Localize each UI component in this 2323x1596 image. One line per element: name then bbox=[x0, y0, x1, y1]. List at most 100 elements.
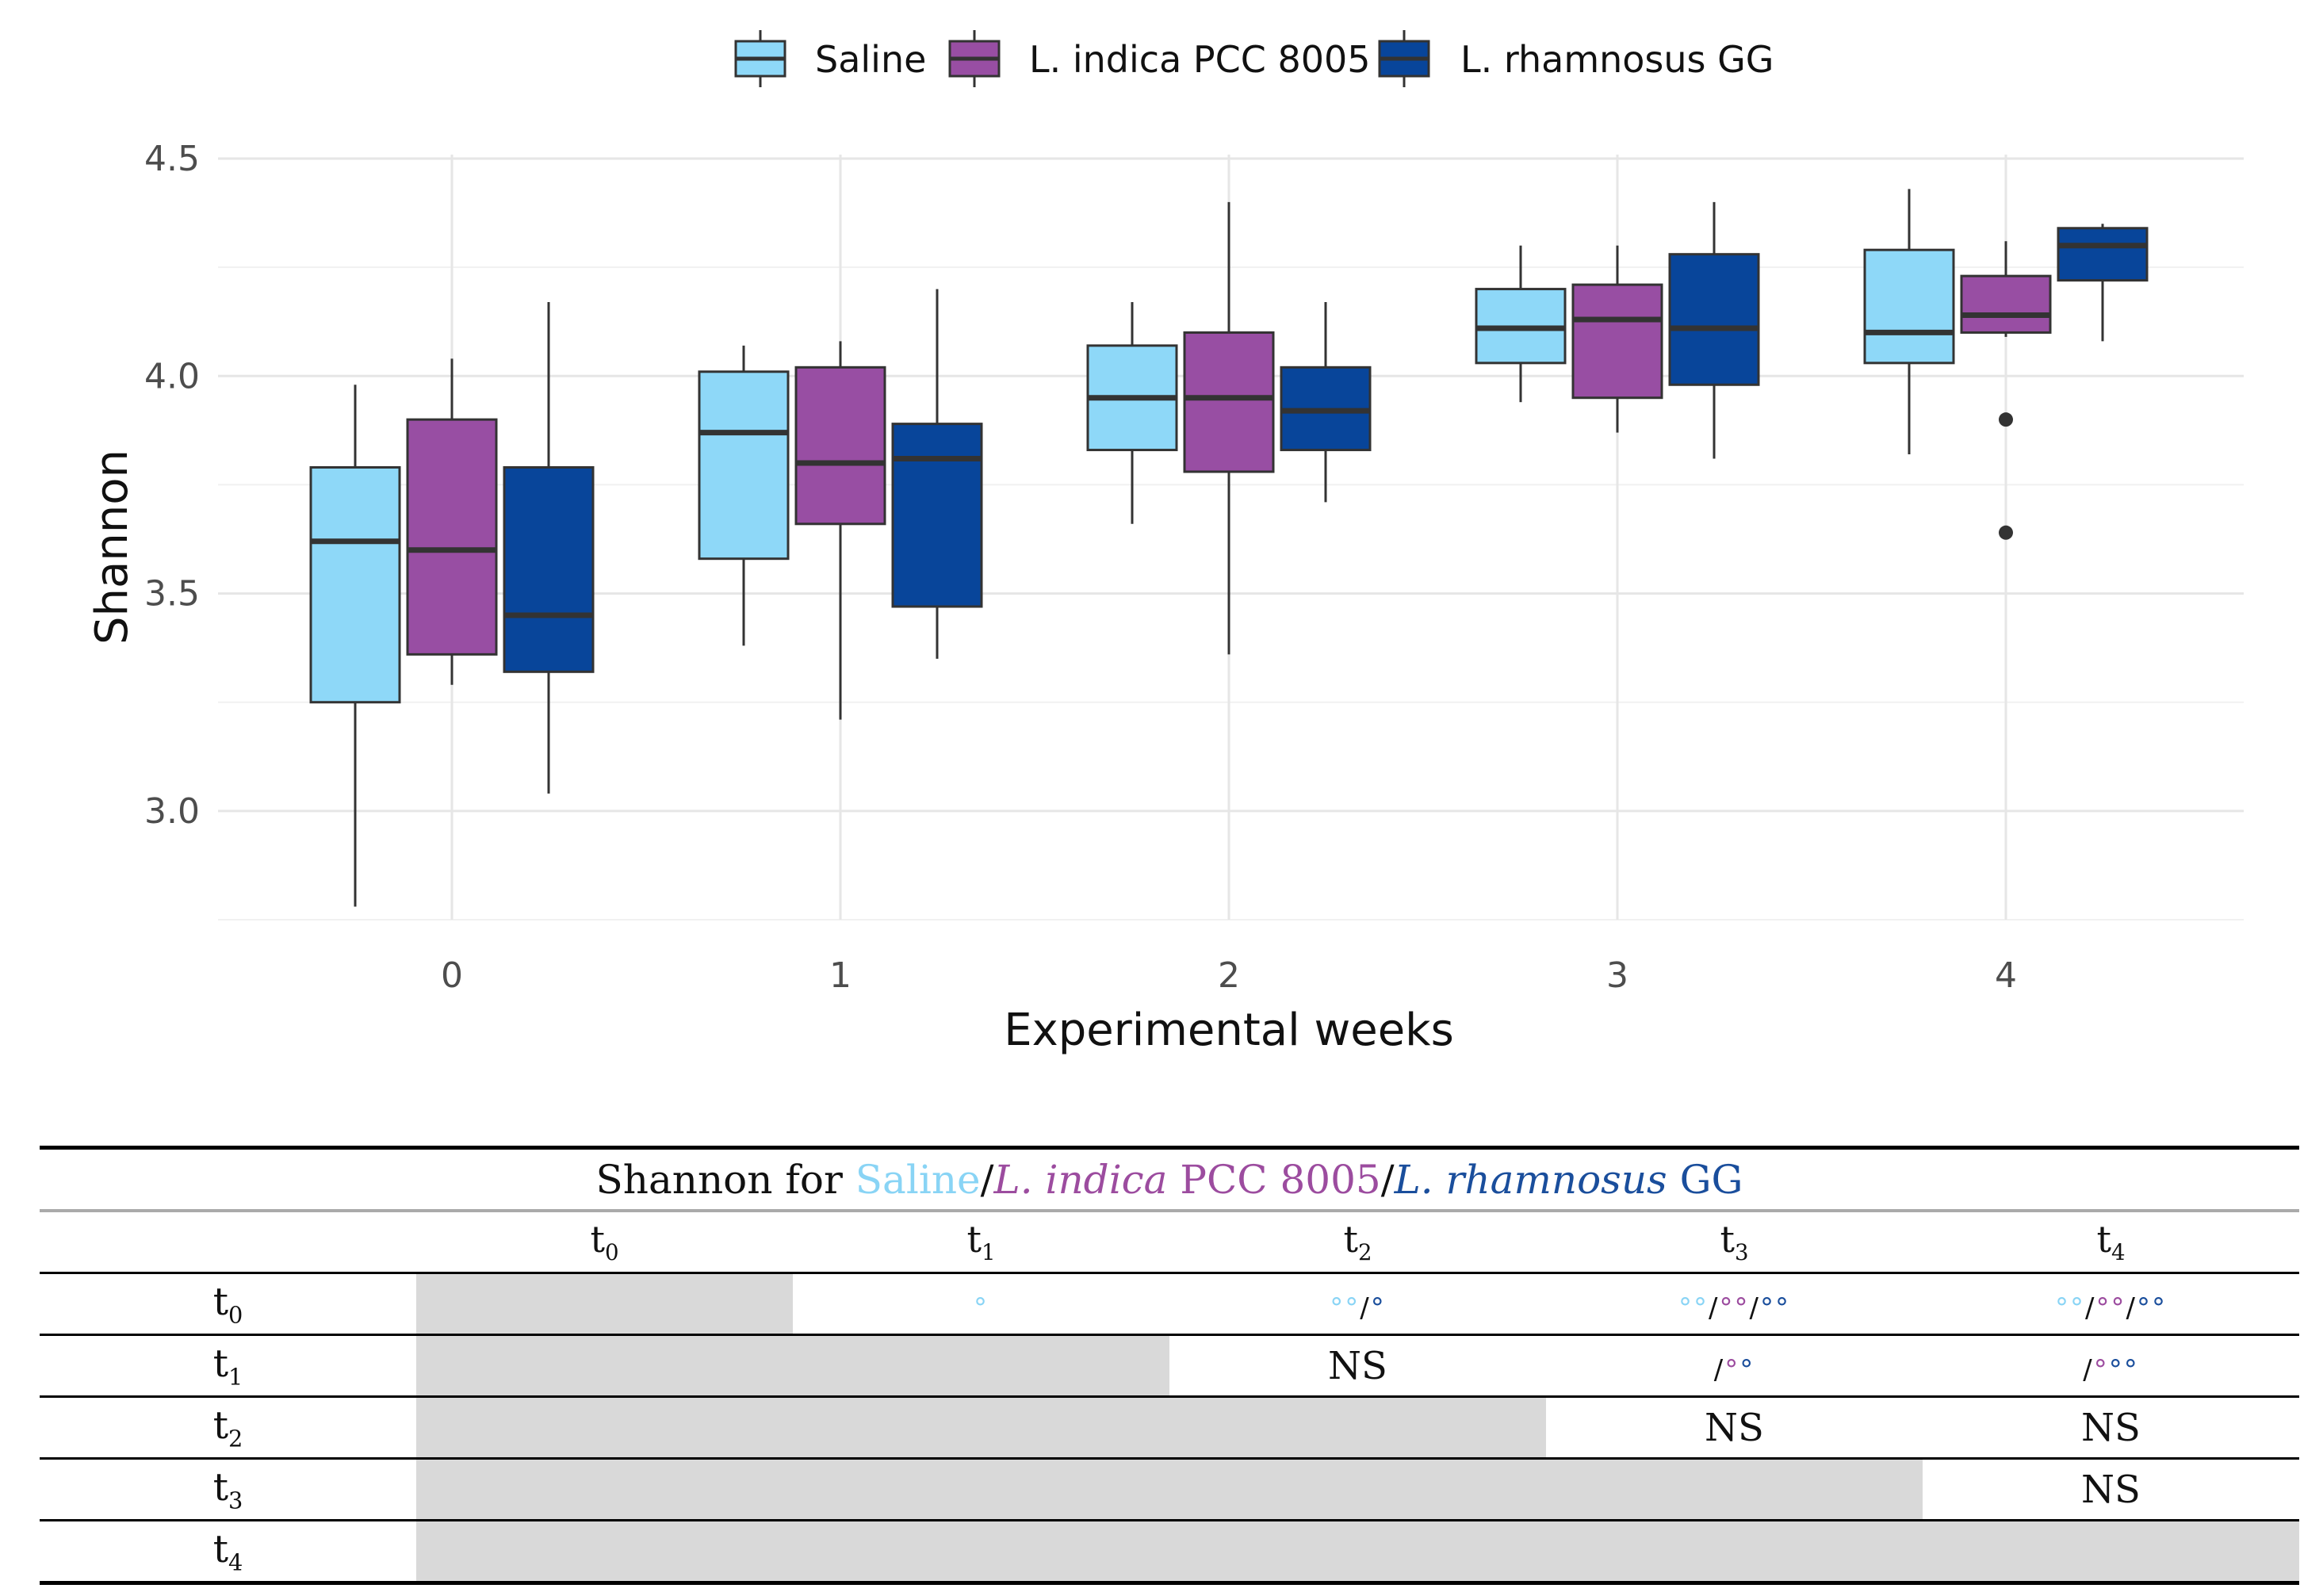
sig-indica: ° bbox=[1724, 1353, 1740, 1386]
box-rect bbox=[1668, 253, 1760, 386]
row-label-t0: t0 bbox=[40, 1273, 416, 1336]
sig-rhamn: °° bbox=[2108, 1353, 2139, 1386]
sig-rhamn: ° bbox=[1370, 1292, 1386, 1324]
box bbox=[1475, 245, 1567, 403]
cell-t0_t4: °°/°°/°° bbox=[1923, 1273, 2299, 1336]
y-tick-label: 4.5 bbox=[144, 139, 200, 179]
box-rect bbox=[1571, 283, 1663, 400]
empty-cell bbox=[416, 1520, 793, 1585]
sig-sep2: / bbox=[2126, 1292, 2137, 1324]
sig-saline: °° bbox=[2055, 1292, 2086, 1324]
series-3 bbox=[503, 201, 2149, 794]
y-axis-title: Shannon bbox=[86, 450, 138, 645]
table-row-t0: t0 ° °°/° °°/°°/°° °°/°°/°° bbox=[40, 1273, 2299, 1336]
table-caption: Shannon for Saline/L. indica PCC 8005/L.… bbox=[40, 1146, 2299, 1212]
table-header-row: t0 t1 t2 t3 t4 bbox=[40, 1211, 2299, 1274]
sig-sep1: / bbox=[2083, 1353, 2094, 1386]
box bbox=[1960, 241, 2052, 540]
y-tick-label: 3.0 bbox=[144, 791, 200, 832]
header-t1: t1 bbox=[793, 1211, 1169, 1274]
series-1 bbox=[309, 189, 1955, 907]
table-row-t2: t2 NS NS bbox=[40, 1396, 2299, 1460]
sig-sep1: / bbox=[1713, 1353, 1725, 1386]
box bbox=[406, 358, 498, 685]
x-tick-label: 3 bbox=[1606, 955, 1628, 996]
legend-item-3: L. rhamnosus GG bbox=[1378, 30, 1774, 87]
cell-t0_t2: °°/° bbox=[1169, 1273, 1546, 1336]
box-series bbox=[309, 189, 2149, 907]
box-rect bbox=[503, 465, 595, 673]
sig-indica: °° bbox=[1719, 1292, 1750, 1324]
cell-t1_t3: /°° bbox=[1546, 1334, 1923, 1398]
caption-sep-1: / bbox=[980, 1156, 994, 1203]
legend-label: L. indica PCC 8005 bbox=[1029, 38, 1371, 81]
caption-saline: Saline bbox=[855, 1156, 981, 1203]
caption-rhamnosus-italic: L. rhamnosus bbox=[1394, 1156, 1667, 1203]
empty-cell bbox=[1169, 1458, 1546, 1521]
header-t4: t4 bbox=[1923, 1211, 2299, 1274]
caption-sep-2: / bbox=[1380, 1156, 1395, 1203]
box-rect bbox=[309, 465, 401, 704]
empty-cell bbox=[416, 1458, 793, 1521]
cell-t2_t3: NS bbox=[1546, 1396, 1923, 1460]
y-axis-ticks: 3.0 3.5 4.0 4.5 bbox=[144, 139, 200, 832]
box-rect bbox=[891, 423, 983, 608]
empty-cell bbox=[793, 1396, 1169, 1460]
box-rect bbox=[698, 370, 790, 561]
box bbox=[794, 341, 886, 720]
sig-saline: °° bbox=[1330, 1292, 1361, 1324]
header-t3: t3 bbox=[1546, 1211, 1923, 1274]
sig-rhamn: °° bbox=[1759, 1292, 1790, 1324]
row-label-t1: t1 bbox=[40, 1334, 416, 1398]
x-axis-ticks: 0 1 2 3 4 bbox=[441, 955, 2017, 996]
row-label-t4: t4 bbox=[40, 1520, 416, 1585]
caption-indica-italic: L. indica bbox=[993, 1156, 1168, 1203]
cell-t1_t4: /°°° bbox=[1923, 1334, 2299, 1398]
sig-indica: °° bbox=[2095, 1292, 2126, 1324]
row-label-t3: t3 bbox=[40, 1458, 416, 1521]
cell-t0_t1: ° bbox=[793, 1273, 1169, 1336]
header-empty bbox=[40, 1211, 416, 1274]
cell-t0_t3: °°/°°/°° bbox=[1546, 1273, 1923, 1336]
empty-cell bbox=[793, 1520, 1169, 1585]
series-2 bbox=[406, 201, 2052, 720]
legend-label: L. rhamnosus GG bbox=[1460, 38, 1774, 81]
sig-indica: ° bbox=[2093, 1353, 2109, 1386]
box-rect bbox=[1183, 331, 1275, 473]
outlier-point bbox=[1999, 412, 2013, 427]
row-label-t2: t2 bbox=[40, 1396, 416, 1460]
header-t2: t2 bbox=[1169, 1211, 1546, 1274]
empty-cell bbox=[793, 1334, 1169, 1398]
box bbox=[698, 345, 790, 646]
box bbox=[2057, 224, 2149, 342]
empty-cell bbox=[416, 1273, 793, 1336]
sig-sep1: / bbox=[2085, 1292, 2096, 1324]
box bbox=[503, 302, 595, 794]
box bbox=[1183, 201, 1275, 655]
box bbox=[1571, 245, 1663, 433]
sig-rhamn: ° bbox=[1739, 1353, 1755, 1386]
caption-rhamnosus-rest: GG bbox=[1667, 1156, 1743, 1203]
box bbox=[1863, 189, 1955, 455]
box-rect bbox=[406, 418, 498, 656]
box-rect bbox=[1863, 248, 1955, 365]
cell-t3_t4: NS bbox=[1923, 1458, 2299, 1521]
empty-cell bbox=[1169, 1520, 1546, 1585]
box-rect bbox=[794, 366, 886, 526]
table-row-t4: t4 bbox=[40, 1520, 2299, 1585]
box bbox=[309, 385, 401, 907]
caption-prefix: Shannon for bbox=[595, 1156, 855, 1203]
cell-t2_t4: NS bbox=[1923, 1396, 2299, 1460]
box bbox=[1280, 302, 1372, 503]
caption-indica-rest: PCC 8005 bbox=[1167, 1156, 1381, 1203]
table-caption-row: Shannon for Saline/L. indica PCC 8005/L.… bbox=[40, 1146, 2299, 1212]
box bbox=[891, 289, 983, 659]
sig-rhamn: °° bbox=[2136, 1292, 2167, 1324]
sig-saline: °° bbox=[1678, 1292, 1709, 1324]
x-axis-title: Experimental weeks bbox=[1004, 1005, 1454, 1056]
legend-item-1: Saline bbox=[734, 30, 926, 87]
sig-sep1: / bbox=[1360, 1292, 1371, 1324]
x-tick-label: 0 bbox=[441, 955, 463, 996]
box-rect bbox=[2057, 227, 2149, 282]
table-body: t0 ° °°/° °°/°°/°° °°/°°/°° t1 NS/°°/°°° t2 NS NS… bbox=[40, 1273, 2299, 1585]
